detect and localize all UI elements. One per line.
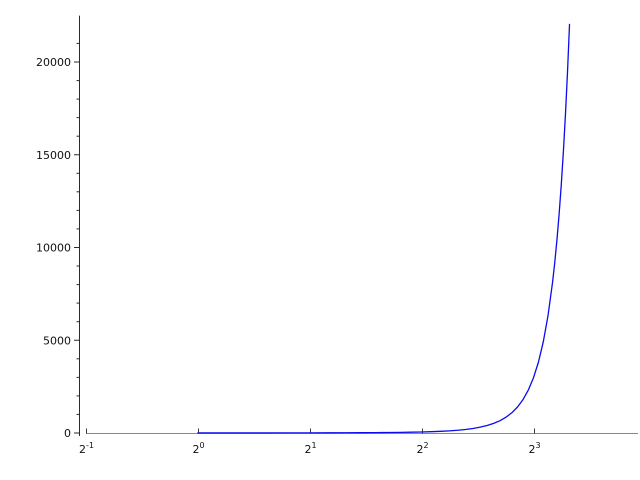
data-curve (197, 23, 571, 434)
y-tick-label: 10000 (36, 242, 71, 255)
x-tick-label: 20 (192, 441, 204, 456)
x-tick-label: 21 (304, 441, 316, 456)
x-tick-label: 22 (416, 441, 428, 456)
y-tick-label: 15000 (36, 149, 71, 162)
y-tick-label: 5000 (43, 334, 71, 347)
x-tick-label: 2-1 (79, 441, 94, 456)
y-tick-label: 0 (64, 427, 71, 440)
y-tick-label: 20000 (36, 56, 71, 69)
x-tick-label: 23 (528, 441, 540, 456)
